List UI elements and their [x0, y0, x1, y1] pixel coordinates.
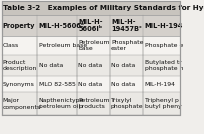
Bar [2, 36, 180, 55]
Text: Petroleum base: Petroleum base [39, 43, 87, 48]
Text: Class: Class [3, 43, 19, 48]
Text: Synonyms: Synonyms [3, 82, 35, 87]
Text: Petroleum
products: Petroleum products [78, 98, 110, 109]
Text: No data: No data [39, 63, 63, 68]
Text: Trixylyl
phosphate: Trixylyl phosphate [111, 98, 144, 109]
Bar [2, 1, 180, 115]
Text: Property: Property [3, 23, 35, 29]
Text: Major
componentsʲ: Major componentsʲ [3, 98, 42, 110]
Text: MIL-H-194: MIL-H-194 [145, 23, 183, 29]
Bar [2, 76, 180, 92]
Text: MIL-H-
19457Bᶜ: MIL-H- 19457Bᶜ [111, 19, 142, 32]
Bar [2, 1, 180, 15]
Text: Napthenictype
petroleum oil: Napthenictype petroleum oil [39, 98, 84, 109]
Text: MIL-H-5606ᵃ: MIL-H-5606ᵃ [39, 23, 84, 29]
Text: Triphenyl p
butyl pheny: Triphenyl p butyl pheny [145, 98, 181, 109]
Text: Butylated tr
phosphate n: Butylated tr phosphate n [145, 60, 183, 71]
Text: Phosphate
ester: Phosphate ester [111, 40, 143, 51]
Text: No data: No data [111, 63, 135, 68]
Text: MIL-H-194: MIL-H-194 [145, 82, 175, 87]
Text: MIL-H-
5606Iᵇ: MIL-H- 5606Iᵇ [78, 19, 103, 32]
Text: Petroleum
base: Petroleum base [78, 40, 110, 51]
Text: No data: No data [111, 82, 135, 87]
Text: Product
description: Product description [3, 60, 37, 71]
Text: No data: No data [78, 63, 103, 68]
Text: No data: No data [78, 82, 103, 87]
Text: Table 3-2   Examples of Military Standards for Hydraulic Flu: Table 3-2 Examples of Military Standards… [3, 5, 204, 11]
Bar [2, 55, 180, 76]
Bar [2, 15, 180, 36]
Text: Phosphate e: Phosphate e [145, 43, 183, 48]
Bar [2, 92, 180, 115]
Text: MLO 82-585: MLO 82-585 [39, 82, 75, 87]
